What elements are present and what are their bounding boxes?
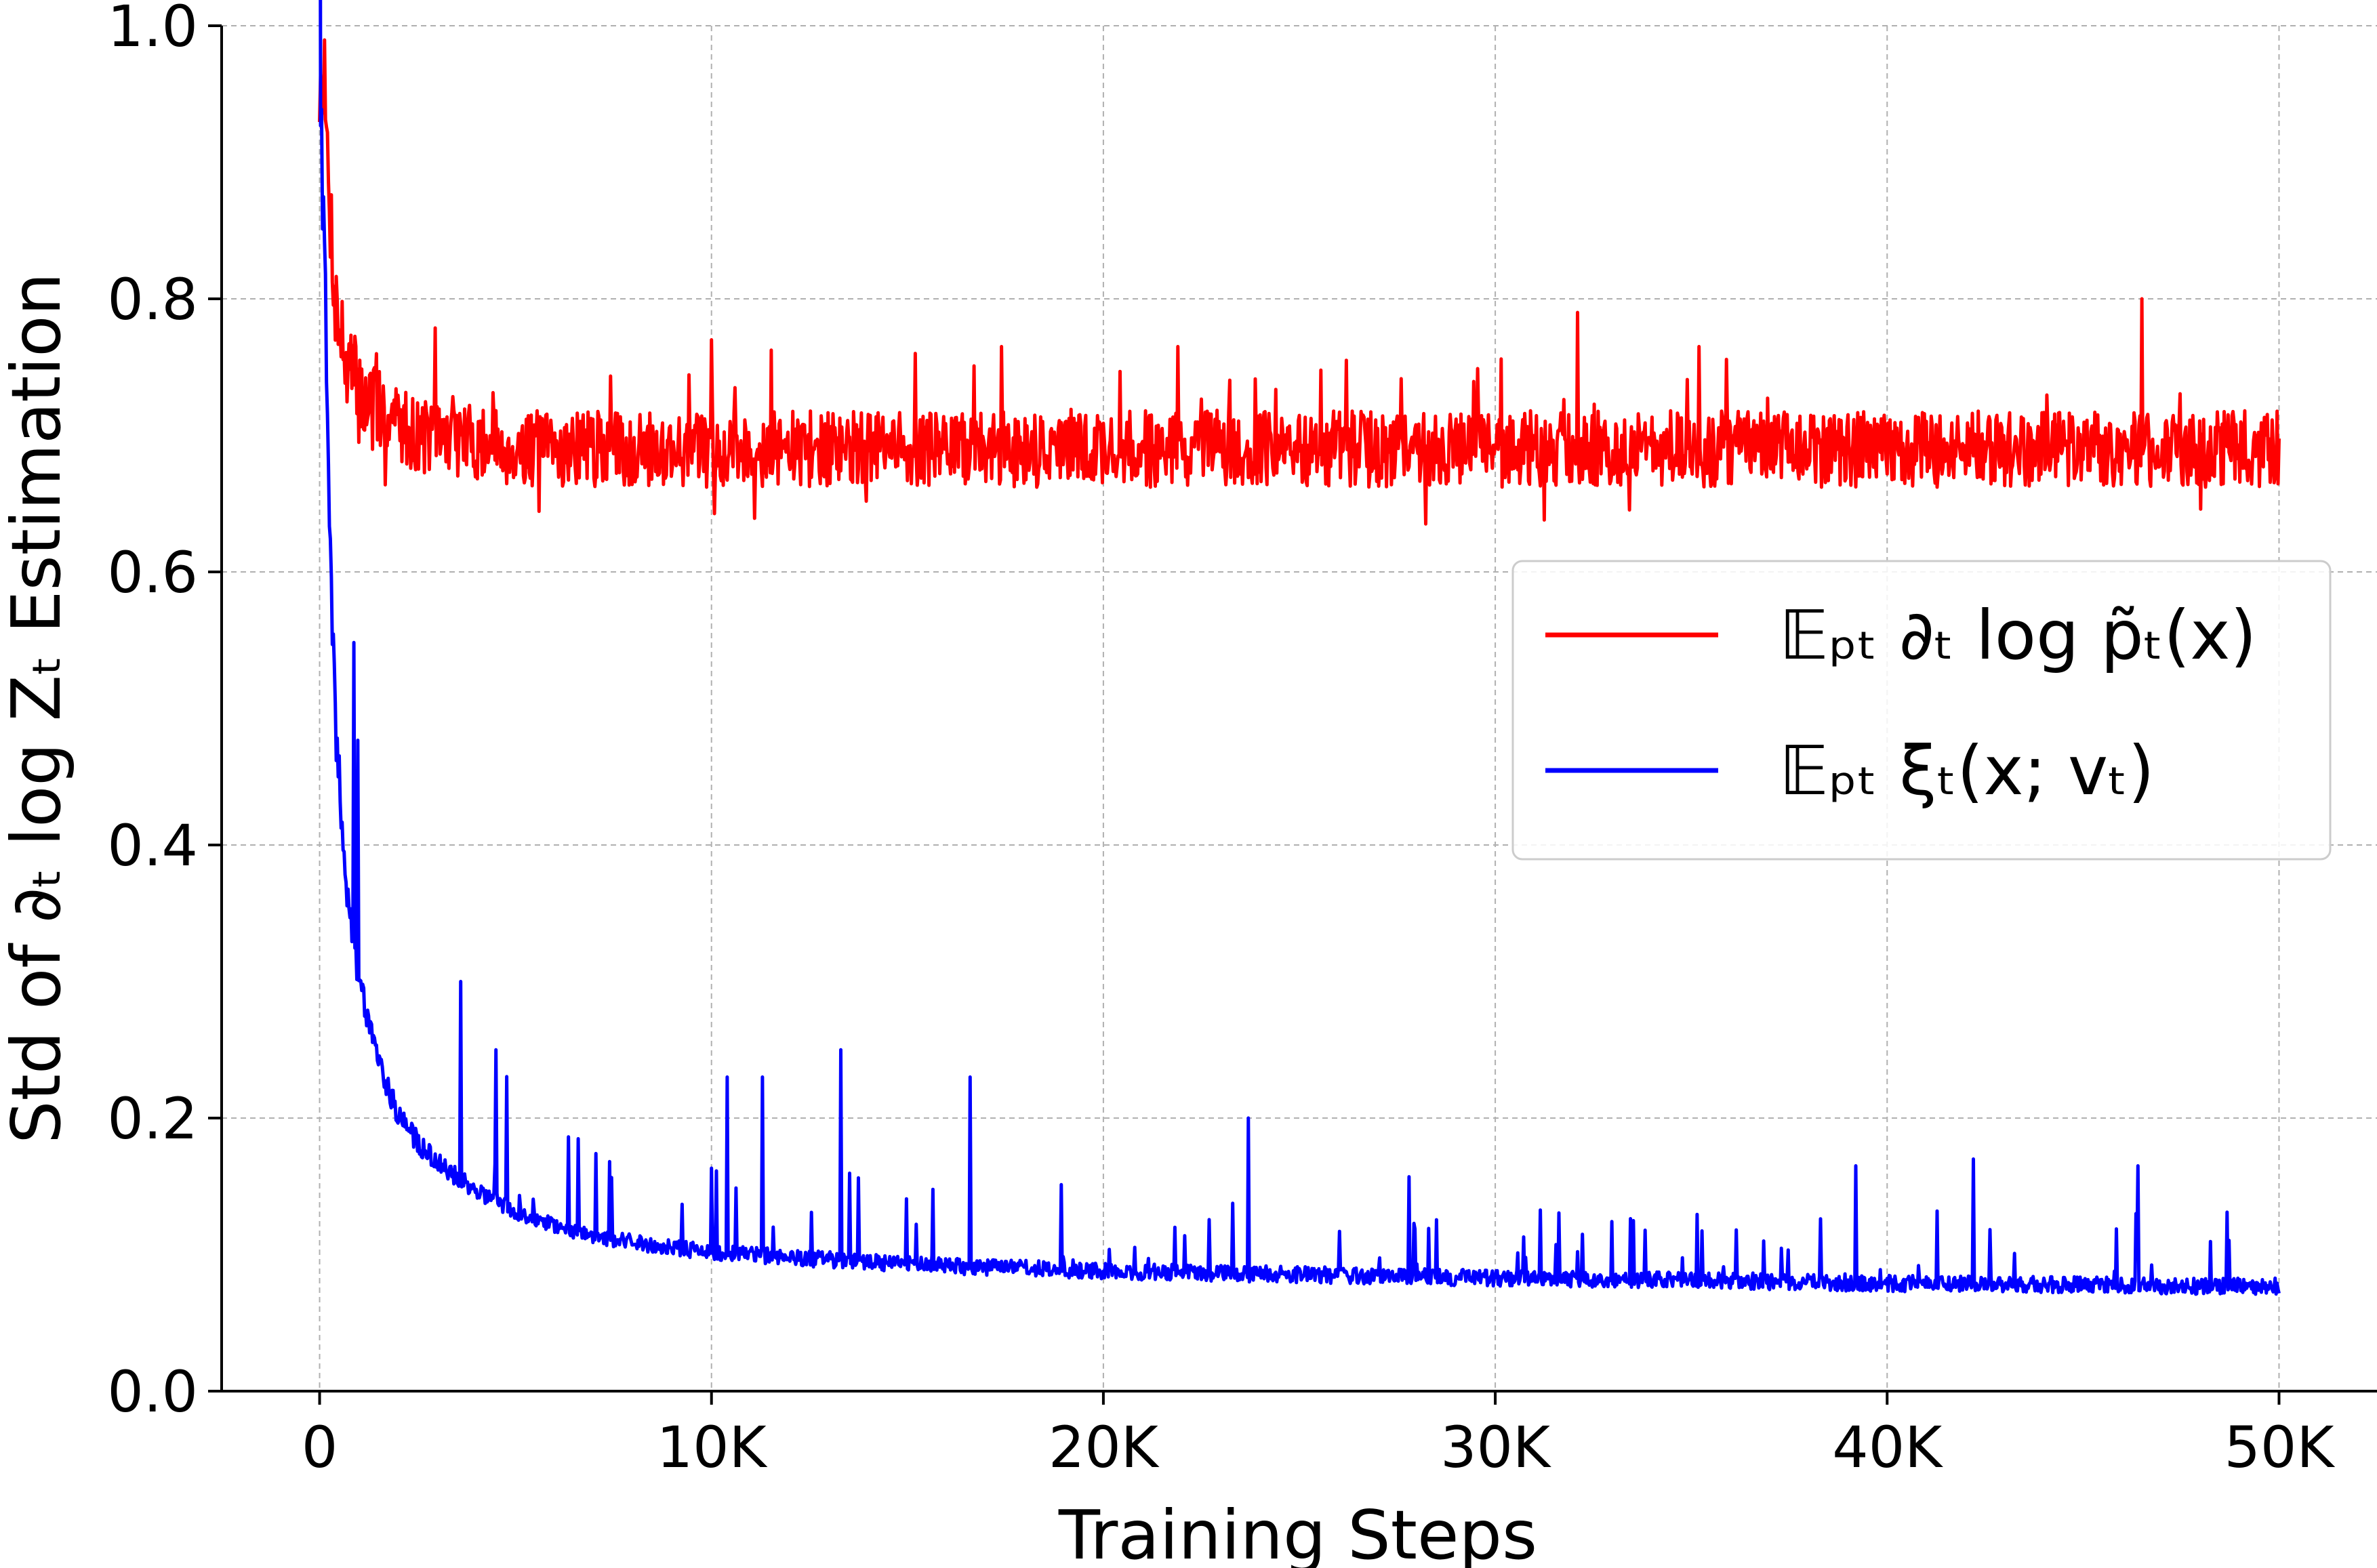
x-tick-label: 0	[302, 1414, 338, 1481]
y-tick-label: 1.0	[107, 0, 198, 60]
axes-layer	[220, 26, 2377, 1392]
x-ticks-layer: 0 10K 20K 30K 40K 50K	[302, 1391, 2335, 1481]
series-layer	[318, 0, 2281, 1296]
y-tick-label: 0.8	[107, 266, 198, 333]
x-axis-title: Training Steps	[1058, 1495, 1537, 1568]
legend: 𝔼ₚₜ ∂ₜ log p̃ₜ(x) 𝔼ₚₜ ξₜ(x; vₜ)	[1511, 560, 2332, 861]
y-tick-label: 0.0	[107, 1359, 198, 1425]
x-tick-label: 40K	[1832, 1414, 1943, 1481]
legend-label-blue: 𝔼ₚₜ ξₜ(x; vₜ)	[1779, 731, 2155, 810]
legend-label-red: 𝔼ₚₜ ∂ₜ log p̃ₜ(x)	[1779, 596, 2256, 675]
y-tick-label: 0.6	[107, 539, 198, 606]
y-axis-title: Std of ∂ₜ log Zₜ Estimation	[0, 272, 76, 1144]
x-tick-label: 20K	[1049, 1414, 1160, 1481]
x-tick-label: 30K	[1440, 1414, 1551, 1481]
y-tick-label: 0.2	[107, 1086, 198, 1152]
series-line-blue	[319, 0, 2281, 1296]
y-ticks-layer: 0.0 0.2 0.4 0.6 0.8 1.0	[107, 0, 222, 1425]
x-tick-label: 10K	[657, 1414, 768, 1481]
x-tick-label: 50K	[2224, 1414, 2335, 1481]
series-line-red	[318, 38, 2281, 526]
y-tick-label: 0.4	[107, 812, 198, 879]
